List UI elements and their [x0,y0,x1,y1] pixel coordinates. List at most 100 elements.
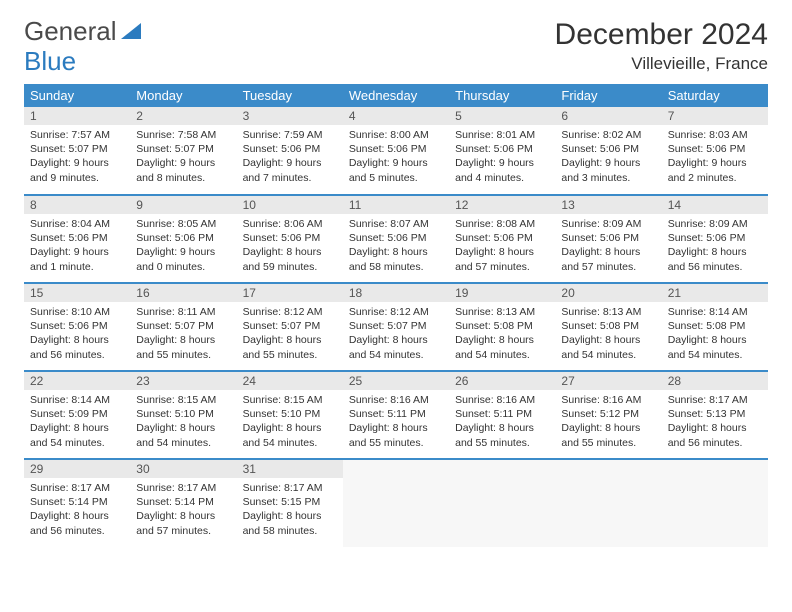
calendar-cell: 22Sunrise: 8:14 AMSunset: 5:09 PMDayligh… [24,371,130,459]
daylight-line: Daylight: 9 hours and 7 minutes. [243,156,337,184]
sunrise-line: Sunrise: 8:02 AM [561,128,655,142]
day-body: Sunrise: 8:15 AMSunset: 5:10 PMDaylight:… [237,390,343,456]
day-number: 14 [662,196,768,214]
day-number: 15 [24,284,130,302]
calendar-row: 8Sunrise: 8:04 AMSunset: 5:06 PMDaylight… [24,195,768,283]
sunset-line: Sunset: 5:14 PM [30,495,124,509]
daylight-line: Daylight: 9 hours and 9 minutes. [30,156,124,184]
daylight-line: Daylight: 8 hours and 54 minutes. [668,333,762,361]
day-body: Sunrise: 8:04 AMSunset: 5:06 PMDaylight:… [24,214,130,280]
day-body: Sunrise: 8:00 AMSunset: 5:06 PMDaylight:… [343,125,449,191]
sunset-line: Sunset: 5:06 PM [243,231,337,245]
calendar-cell: 9Sunrise: 8:05 AMSunset: 5:06 PMDaylight… [130,195,236,283]
day-body: Sunrise: 8:05 AMSunset: 5:06 PMDaylight:… [130,214,236,280]
sunset-line: Sunset: 5:07 PM [30,142,124,156]
sunrise-line: Sunrise: 8:07 AM [349,217,443,231]
sunset-line: Sunset: 5:06 PM [349,231,443,245]
sunrise-line: Sunrise: 8:06 AM [243,217,337,231]
day-body: Sunrise: 8:02 AMSunset: 5:06 PMDaylight:… [555,125,661,191]
calendar-cell: 23Sunrise: 8:15 AMSunset: 5:10 PMDayligh… [130,371,236,459]
title-block: December 2024 Villevieille, France [555,18,768,74]
sunrise-line: Sunrise: 8:14 AM [668,305,762,319]
calendar-cell [343,459,449,547]
sunset-line: Sunset: 5:15 PM [243,495,337,509]
daylight-line: Daylight: 8 hours and 57 minutes. [136,509,230,537]
day-body: Sunrise: 8:13 AMSunset: 5:08 PMDaylight:… [449,302,555,368]
sunset-line: Sunset: 5:14 PM [136,495,230,509]
weekday-header: Thursday [449,84,555,107]
weekday-header: Tuesday [237,84,343,107]
daylight-line: Daylight: 8 hours and 55 minutes. [561,421,655,449]
daylight-line: Daylight: 8 hours and 56 minutes. [668,421,762,449]
day-number: 18 [343,284,449,302]
sunrise-line: Sunrise: 8:05 AM [136,217,230,231]
calendar-head: SundayMondayTuesdayWednesdayThursdayFrid… [24,84,768,107]
day-number: 2 [130,107,236,125]
day-body: Sunrise: 8:14 AMSunset: 5:09 PMDaylight:… [24,390,130,456]
day-body: Sunrise: 8:17 AMSunset: 5:14 PMDaylight:… [130,478,236,544]
calendar-cell: 15Sunrise: 8:10 AMSunset: 5:06 PMDayligh… [24,283,130,371]
day-body: Sunrise: 8:09 AMSunset: 5:06 PMDaylight:… [662,214,768,280]
sunrise-line: Sunrise: 8:12 AM [349,305,443,319]
daylight-line: Daylight: 8 hours and 55 minutes. [349,421,443,449]
sunset-line: Sunset: 5:06 PM [30,319,124,333]
calendar-cell: 29 Sunrise: 8:17 AMSunset: 5:14 PMDayligh… [24,459,130,547]
daylight-line: Daylight: 8 hours and 55 minutes. [455,421,549,449]
calendar-cell: 30Sunrise: 8:17 AMSunset: 5:14 PMDayligh… [130,459,236,547]
brand-part2: Blue [24,46,76,77]
sunset-line: Sunset: 5:06 PM [455,142,549,156]
sunset-line: Sunset: 5:07 PM [136,319,230,333]
day-number: 28 [662,372,768,390]
day-number: 29 [24,460,130,478]
daylight-line: Daylight: 8 hours and 56 minutes. [30,509,124,537]
weekday-header: Monday [130,84,236,107]
day-number: 22 [24,372,130,390]
day-body: Sunrise: 7:59 AMSunset: 5:06 PMDaylight:… [237,125,343,191]
sunrise-line: Sunrise: 7:59 AM [243,128,337,142]
brand-part1: General [24,18,117,44]
sunrise-line: Sunrise: 8:08 AM [455,217,549,231]
daylight-line: Daylight: 8 hours and 54 minutes. [349,333,443,361]
sunrise-line: Sunrise: 8:10 AM [30,305,124,319]
day-body: Sunrise: 8:16 AMSunset: 5:11 PMDaylight:… [449,390,555,456]
sunset-line: Sunset: 5:07 PM [349,319,443,333]
calendar-cell: 6Sunrise: 8:02 AMSunset: 5:06 PMDaylight… [555,107,661,195]
calendar-cell: 24Sunrise: 8:15 AMSunset: 5:10 PMDayligh… [237,371,343,459]
day-number: 16 [130,284,236,302]
sunrise-line: Sunrise: 8:13 AM [561,305,655,319]
day-body: Sunrise: 8:17 AMSunset: 5:15 PMDaylight:… [237,478,343,544]
calendar-cell [449,459,555,547]
sunrise-line: Sunrise: 8:11 AM [136,305,230,319]
calendar-cell: 28Sunrise: 8:17 AMSunset: 5:13 PMDayligh… [662,371,768,459]
sunrise-line: Sunrise: 8:01 AM [455,128,549,142]
daylight-line: Daylight: 9 hours and 2 minutes. [668,156,762,184]
sunrise-line: Sunrise: 8:17 AM [243,481,337,495]
day-number: 30 [130,460,236,478]
day-body: Sunrise: 8:17 AMSunset: 5:13 PMDaylight:… [662,390,768,456]
calendar-row: 15 Sunrise: 8:10 AMSunset: 5:06 PM Dayligh… [24,283,768,371]
day-number: 4 [343,107,449,125]
day-body: Sunrise: 8:01 AMSunset: 5:06 PMDaylight:… [449,125,555,191]
sunrise-line: Sunrise: 8:17 AM [30,481,124,495]
sunset-line: Sunset: 5:10 PM [243,407,337,421]
sunset-line: Sunset: 5:06 PM [455,231,549,245]
calendar-row: 29Sunrise: 8:17 AMSunset: 5:14 PMDayligh… [24,459,768,547]
sunset-line: Sunset: 5:06 PM [349,142,443,156]
sunrise-line: Sunrise: 8:15 AM [243,393,337,407]
day-body: Sunrise: 8:16 AMSunset: 5:12 PMDaylight:… [555,390,661,456]
calendar-cell: 3Sunrise: 7:59 AMSunset: 5:06 PMDaylight… [237,107,343,195]
day-body: Sunrise: 8:15 AMSunset: 5:10 PMDaylight:… [130,390,236,456]
calendar-cell: 2Sunrise: 7:58 AMSunset: 5:07 PMDaylight… [130,107,236,195]
day-number: 8 [24,196,130,214]
logo-triangle-icon [121,23,141,39]
calendar-cell: 17Sunrise: 8:12 AMSunset: 5:07 PMDayligh… [237,283,343,371]
day-number: 13 [555,196,661,214]
calendar-cell: 13Sunrise: 8:09 AMSunset: 5:06 PMDayligh… [555,195,661,283]
sunrise-line: Sunrise: 8:16 AM [455,393,549,407]
sunset-line: Sunset: 5:07 PM [243,319,337,333]
calendar-table: SundayMondayTuesdayWednesdayThursdayFrid… [24,84,768,547]
sunrise-line: Sunrise: 8:12 AM [243,305,337,319]
calendar-cell: 26Sunrise: 8:16 AMSunset: 5:11 PMDayligh… [449,371,555,459]
sunrise-line: Sunrise: 8:16 AM [561,393,655,407]
sunset-line: Sunset: 5:07 PM [136,142,230,156]
